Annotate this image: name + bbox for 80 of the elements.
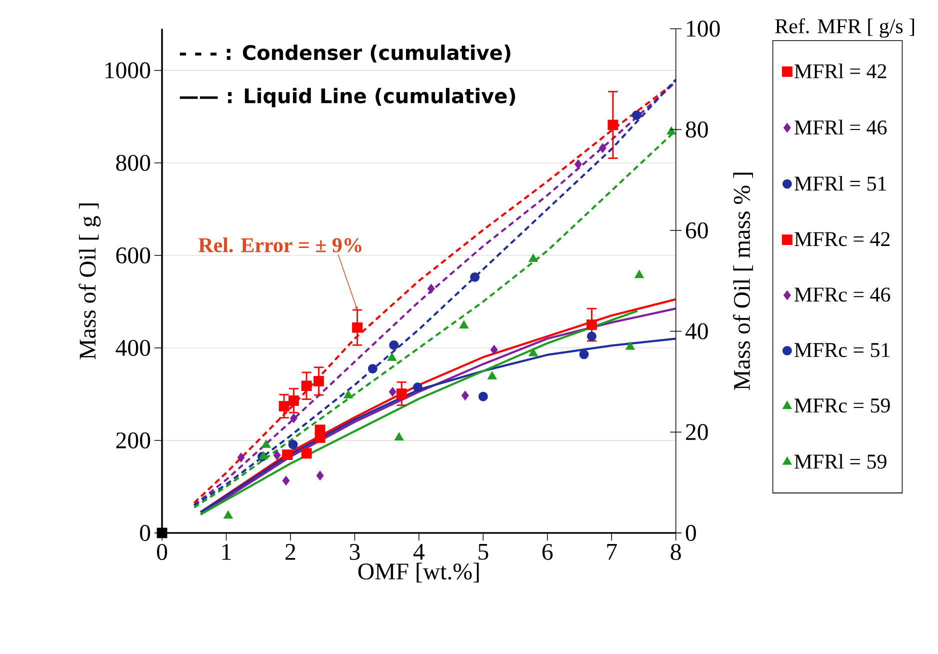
point: [488, 372, 497, 380]
y2-tick-label: 80: [686, 122, 708, 138]
point: [470, 272, 480, 282]
y-tick-label: 400: [116, 340, 150, 356]
legend-label: MFRc = 46: [794, 288, 890, 302]
point: [314, 376, 324, 387]
point: [574, 160, 582, 170]
point: [528, 254, 538, 262]
y2-tick-label: 20: [686, 424, 708, 440]
point: [598, 144, 606, 154]
legend-label: MFRc = 42: [794, 232, 890, 246]
annotation: - - - : Condenser (cumulative): [180, 44, 510, 63]
annotation: —— : Liquid Line (cumulative): [180, 88, 516, 108]
y-tick-label: 600: [116, 248, 150, 264]
point: [352, 322, 362, 334]
point: [394, 432, 404, 441]
point: [282, 476, 290, 486]
point: [632, 110, 642, 120]
legend-label: MFRc = 59: [794, 398, 890, 413]
point: [288, 440, 298, 450]
y2-axis-title: Mass of Oil [ mass % ]: [732, 172, 753, 390]
y-tick-label: 800: [116, 155, 150, 172]
point: [608, 120, 618, 130]
point: [490, 345, 498, 355]
x-tick-label: 3: [350, 544, 360, 560]
point: [314, 432, 326, 444]
x-tick-label: 6: [542, 544, 553, 560]
x-axis-title: OMF [wt.%]: [358, 563, 479, 583]
point: [478, 392, 488, 402]
point: [282, 450, 292, 460]
legend-label: MFRl = 46: [794, 120, 887, 135]
legend-label: MFRc = 51: [794, 343, 890, 358]
y-tick-label: 1000: [105, 62, 150, 79]
point: [290, 414, 298, 424]
point: [459, 320, 468, 329]
point: [634, 270, 644, 278]
x-tick-label: 7: [607, 544, 617, 560]
legend-label: MFRl = 59: [794, 454, 886, 470]
y2-tick-label: 60: [686, 222, 708, 239]
point: [427, 284, 435, 294]
point: [344, 390, 353, 399]
point: [262, 440, 271, 448]
point: [368, 364, 378, 374]
point: [586, 320, 597, 330]
x-tick-label: 4: [413, 544, 425, 560]
point: [316, 471, 324, 481]
legend-title: Ref. MFR [ g/s ]: [775, 18, 914, 38]
y-tick-label: 200: [116, 432, 150, 449]
point: [288, 396, 299, 406]
point: [528, 348, 538, 357]
x-tick-label: 5: [478, 544, 488, 560]
point: [273, 450, 281, 460]
point: [412, 382, 422, 392]
point: [387, 353, 397, 362]
x-tick-label: 1: [222, 544, 231, 560]
x-tick-label: 2: [286, 544, 296, 560]
legend-label: MFRl = 51: [794, 176, 886, 191]
annotation: Rel. Error = ± 9%: [198, 238, 362, 253]
point: [579, 350, 589, 360]
y2-tick-label: 0: [686, 525, 696, 542]
y-tick-label: 0: [140, 525, 150, 542]
y-axis-title: Mass of Oil [ g ]: [78, 204, 101, 360]
point: [224, 510, 233, 519]
point: [388, 387, 396, 397]
point: [389, 340, 399, 350]
point: [156, 528, 168, 538]
point: [237, 453, 245, 463]
y2-tick-label: 100: [687, 20, 720, 37]
point: [301, 380, 312, 392]
point: [396, 388, 407, 400]
point: [626, 342, 635, 350]
point: [301, 448, 312, 459]
point: [462, 391, 469, 401]
line-series: [200, 338, 677, 514]
x-tick-label: 8: [670, 544, 681, 560]
point: [586, 332, 596, 342]
legend-label: MFRl = 42: [794, 64, 886, 78]
x-tick-label: 0: [156, 544, 168, 560]
y2-tick-label: 40: [685, 323, 708, 340]
point: [278, 401, 290, 412]
